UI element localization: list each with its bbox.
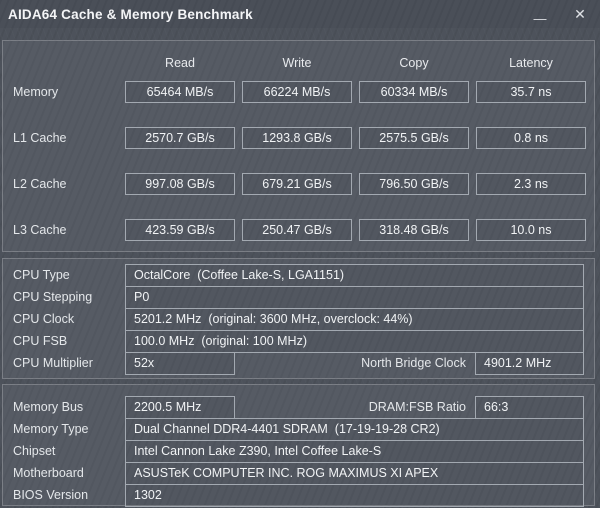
minimize-button[interactable]: — (520, 0, 560, 32)
north-bridge-clock-value: 4901.2 MHz (475, 352, 584, 375)
cpu-multiplier-value: 52x (125, 352, 235, 375)
window-title: AIDA64 Cache & Memory Benchmark (8, 6, 253, 22)
memory-bus-row: 2200.5 MHz DRAM:FSB Ratio 66:3 (125, 396, 584, 419)
close-icon: ✕ (574, 5, 586, 22)
label-cpu-clock: CPU Clock (13, 312, 75, 326)
row-label-memory: Memory (13, 85, 59, 99)
l3-write-value: 250.47 GB/s (242, 219, 352, 241)
label-chipset: Chipset (13, 444, 56, 458)
cpu-info-rows: OctalCore (Coffee Lake-S, LGA1151) P0 52… (125, 264, 584, 375)
memory-info-rows: 2200.5 MHz DRAM:FSB Ratio 66:3 Dual Chan… (125, 396, 584, 507)
dram-fsb-ratio-value: 66:3 (475, 396, 584, 419)
l1-read-value: 2570.7 GB/s (125, 127, 235, 149)
cpu-multiplier-row: 52x North Bridge Clock 4901.2 MHz (125, 352, 584, 375)
benchmark-results-panel: Read Write Copy Latency Memory 65464 MB/… (2, 40, 595, 252)
cpu-fsb-value: 100.0 MHz (original: 100 MHz) (125, 330, 584, 353)
l2-latency-value: 2.3 ns (476, 173, 586, 195)
column-header-write: Write (282, 56, 312, 70)
label-memory-bus: Memory Bus (13, 400, 84, 414)
l3-copy-value: 318.48 GB/s (359, 219, 469, 241)
memory-bus-value: 2200.5 MHz (125, 396, 235, 419)
window-controls: — ✕ (520, 0, 600, 28)
column-header-read: Read (165, 56, 195, 70)
label-motherboard: Motherboard (13, 466, 84, 480)
row-label-l3-cache: L3 Cache (13, 223, 67, 237)
memory-write-value: 66224 MB/s (242, 81, 352, 103)
chipset-value: Intel Cannon Lake Z390, Intel Coffee Lak… (125, 440, 584, 463)
bios-version-value: 1302 (125, 484, 584, 507)
close-button[interactable]: ✕ (560, 0, 600, 28)
label-cpu-multiplier: CPU Multiplier (13, 356, 93, 370)
label-north-bridge-clock: North Bridge Clock (361, 356, 466, 370)
l3-latency-value: 10.0 ns (476, 219, 586, 241)
cpu-clock-value: 5201.2 MHz (original: 3600 MHz, overcloc… (125, 308, 584, 331)
cpu-stepping-value: P0 (125, 286, 584, 309)
column-header-latency: Latency (509, 56, 553, 70)
row-label-l1-cache: L1 Cache (13, 131, 67, 145)
column-header-copy: Copy (399, 56, 429, 70)
l2-read-value: 997.08 GB/s (125, 173, 235, 195)
l1-latency-value: 0.8 ns (476, 127, 586, 149)
l1-write-value: 1293.8 GB/s (242, 127, 352, 149)
label-cpu-type: CPU Type (13, 268, 70, 282)
cpu-type-value: OctalCore (Coffee Lake-S, LGA1151) (125, 264, 584, 287)
label-dram-fsb-ratio: DRAM:FSB Ratio (368, 400, 466, 414)
label-cpu-stepping: CPU Stepping (13, 290, 93, 304)
row-label-l2-cache: L2 Cache (13, 177, 67, 191)
memory-read-value: 65464 MB/s (125, 81, 235, 103)
memory-latency-value: 35.7 ns (476, 81, 586, 103)
title-bar[interactable]: AIDA64 Cache & Memory Benchmark — ✕ (0, 0, 600, 28)
label-memory-type: Memory Type (13, 422, 89, 436)
label-bios-version: BIOS Version (13, 488, 89, 502)
cpu-info-panel: CPU Type CPU Stepping CPU Clock CPU FSB … (2, 258, 595, 379)
l2-write-value: 679.21 GB/s (242, 173, 352, 195)
memory-info-panel: Memory Bus Memory Type Chipset Motherboa… (2, 384, 595, 507)
l2-copy-value: 796.50 GB/s (359, 173, 469, 195)
memory-copy-value: 60334 MB/s (359, 81, 469, 103)
memory-type-value: Dual Channel DDR4-4401 SDRAM (17-19-19-2… (125, 418, 584, 441)
label-cpu-fsb: CPU FSB (13, 334, 68, 348)
minimize-icon: — (533, 10, 547, 26)
l1-copy-value: 2575.5 GB/s (359, 127, 469, 149)
motherboard-value: ASUSTeK COMPUTER INC. ROG MAXIMUS XI APE… (125, 462, 584, 485)
l3-read-value: 423.59 GB/s (125, 219, 235, 241)
